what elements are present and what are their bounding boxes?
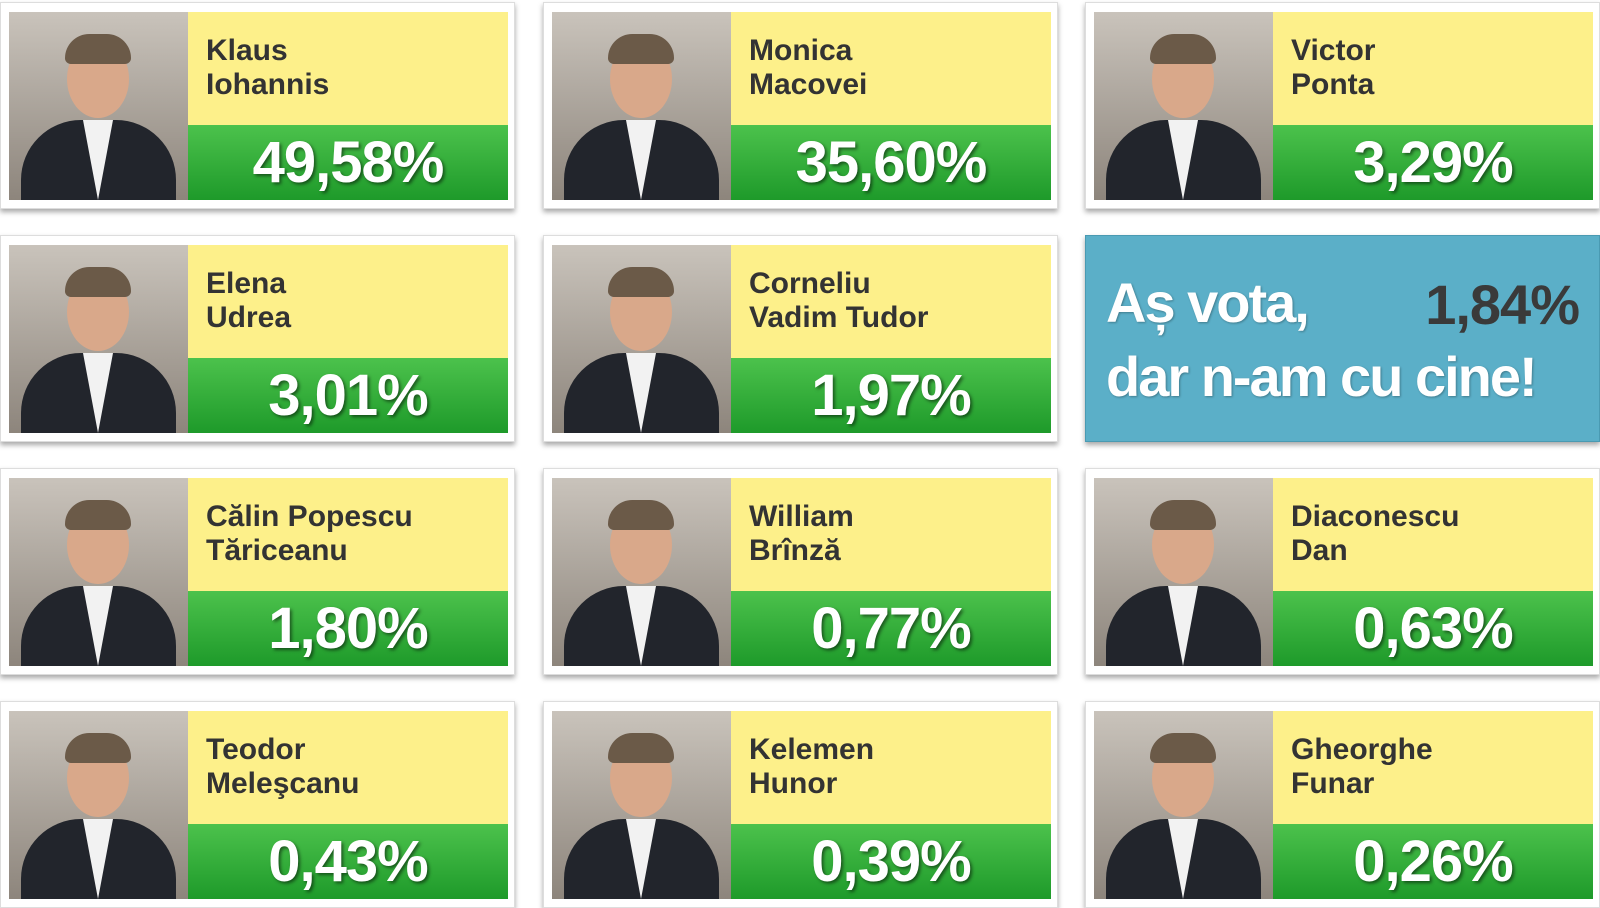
- name-line: Udrea: [206, 301, 292, 334]
- name-box: Victor Ponta: [1273, 12, 1593, 125]
- message-line: dar n-am cu cine!: [1106, 345, 1538, 408]
- name-line: Brînză: [749, 534, 841, 567]
- name-line: Victor: [1291, 34, 1376, 67]
- percent: 0,43%: [188, 824, 508, 899]
- candidate-card: Teodor Meleşcanu 0,43%: [0, 701, 515, 908]
- photo-hair: [1150, 500, 1216, 530]
- name-line: Ponta: [1291, 68, 1375, 101]
- candidate-card: Klaus Iohannis 49,58%: [0, 2, 515, 209]
- name-line: Iohannis: [206, 68, 330, 101]
- name-line: Funar: [1291, 767, 1375, 800]
- photo-hair: [1150, 34, 1216, 64]
- name-line: Teodor: [206, 733, 306, 766]
- candidate-photo: [552, 711, 731, 899]
- name-line: Vadim Tudor: [749, 301, 929, 334]
- photo-hair: [608, 733, 674, 763]
- photo-hair: [65, 34, 131, 64]
- name-line: Gheorghe: [1291, 733, 1433, 766]
- name-line: William: [749, 500, 854, 533]
- name-line: Klaus: [206, 34, 288, 67]
- candidate-photo: [1094, 711, 1273, 899]
- photo-hair: [608, 34, 674, 64]
- percent: 0,39%: [731, 824, 1051, 899]
- name-line: Meleşcanu: [206, 767, 360, 800]
- name-box: Elena Udrea: [188, 245, 508, 358]
- percent: 3,01%: [188, 358, 508, 433]
- name-box: Gheorghe Funar: [1273, 711, 1593, 824]
- name-line: Macovei: [749, 68, 868, 101]
- candidate-photo: [9, 12, 188, 200]
- name-box: Teodor Meleşcanu: [188, 711, 508, 824]
- candidate-card: Victor Ponta 3,29%: [1085, 2, 1600, 209]
- photo-hair: [65, 267, 131, 297]
- candidate-card: Călin Popescu Tăriceanu 1,80%: [0, 468, 515, 675]
- percent: 1,80%: [188, 591, 508, 666]
- photo-hair: [1150, 733, 1216, 763]
- candidate-photo: [9, 478, 188, 666]
- candidate-photo: [552, 478, 731, 666]
- candidate-photo: [1094, 478, 1273, 666]
- name-line: Dan: [1291, 534, 1348, 567]
- message-card: Aș vota, dar n-am cu cine! 1,84%: [1085, 235, 1600, 442]
- name-box: William Brînză: [731, 478, 1051, 591]
- percent: 49,58%: [188, 125, 508, 200]
- candidate-photo: [1094, 12, 1273, 200]
- name-box: Monica Macovei: [731, 12, 1051, 125]
- name-line: Diaconescu: [1291, 500, 1460, 533]
- name-line: Hunor: [749, 767, 838, 800]
- name-line: Elena: [206, 267, 287, 300]
- candidate-card: Elena Udrea 3,01%: [0, 235, 515, 442]
- candidate-card: Diaconescu Dan 0,63%: [1085, 468, 1600, 675]
- photo-hair: [65, 500, 131, 530]
- candidate-photo: [552, 245, 731, 433]
- name-line: Monica: [749, 34, 853, 67]
- percent: 3,29%: [1273, 125, 1593, 200]
- name-box: Călin Popescu Tăriceanu: [188, 478, 508, 591]
- candidate-card: Monica Macovei 35,60%: [543, 2, 1058, 209]
- message-line: Aș vota,: [1106, 271, 1310, 334]
- candidate-card: Kelemen Hunor 0,39%: [543, 701, 1058, 908]
- photo-hair: [608, 267, 674, 297]
- name-box: Kelemen Hunor: [731, 711, 1051, 824]
- percent: 1,97%: [731, 358, 1051, 433]
- name-line: Kelemen: [749, 733, 875, 766]
- photo-hair: [608, 500, 674, 530]
- candidate-card: Gheorghe Funar 0,26%: [1085, 701, 1600, 908]
- candidate-photo: [9, 245, 188, 433]
- candidate-card: William Brînză 0,77%: [543, 468, 1058, 675]
- percent: 35,60%: [731, 125, 1051, 200]
- percent: 0,63%: [1273, 591, 1593, 666]
- name-line: Călin Popescu: [206, 500, 413, 533]
- name-box: Corneliu Vadim Tudor: [731, 245, 1051, 358]
- candidate-photo: [552, 12, 731, 200]
- percent: 0,77%: [731, 591, 1051, 666]
- name-box: Diaconescu Dan: [1273, 478, 1593, 591]
- name-line: Corneliu: [749, 267, 871, 300]
- percent: 1,84%: [1425, 273, 1580, 336]
- percent: 0,26%: [1273, 824, 1593, 899]
- photo-hair: [65, 733, 131, 763]
- candidate-photo: [9, 711, 188, 899]
- name-box: Klaus Iohannis: [188, 12, 508, 125]
- candidate-card: Corneliu Vadim Tudor 1,97%: [543, 235, 1058, 442]
- name-line: Tăriceanu: [206, 534, 348, 567]
